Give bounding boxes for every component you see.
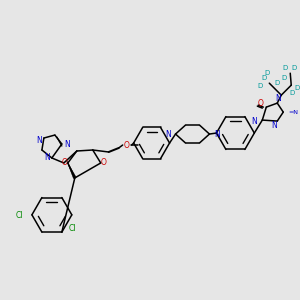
Text: O: O	[62, 158, 68, 167]
Text: D: D	[258, 83, 263, 89]
Text: O: O	[101, 158, 107, 167]
Text: N: N	[165, 130, 171, 139]
Text: N: N	[275, 94, 281, 103]
Text: D: D	[295, 85, 300, 91]
Text: N: N	[272, 121, 277, 130]
Text: D: D	[282, 75, 287, 81]
Text: D: D	[290, 90, 295, 96]
Text: =N: =N	[288, 110, 298, 115]
Text: D: D	[265, 70, 270, 76]
Text: N: N	[36, 136, 42, 145]
Text: N: N	[252, 117, 257, 126]
Text: N: N	[214, 130, 220, 139]
Text: D: D	[292, 65, 297, 71]
Text: O: O	[257, 99, 263, 108]
Text: Cl: Cl	[15, 211, 23, 220]
Text: D: D	[262, 75, 267, 81]
Text: D: D	[283, 65, 288, 71]
Text: Cl: Cl	[69, 224, 76, 233]
Text: N: N	[44, 154, 50, 163]
Text: N: N	[64, 140, 70, 148]
Text: D: D	[275, 80, 280, 86]
Text: O: O	[124, 140, 130, 149]
Polygon shape	[67, 161, 76, 178]
